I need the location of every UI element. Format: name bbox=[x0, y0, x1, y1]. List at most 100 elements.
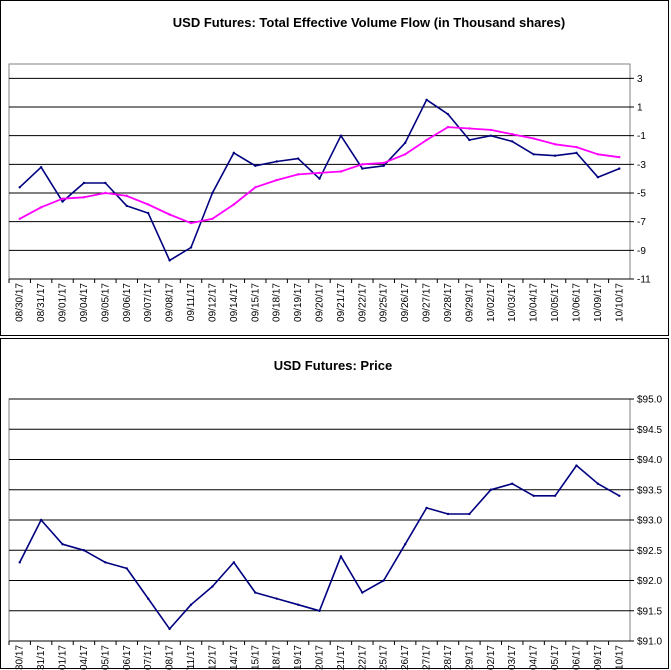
x-tick-label: 10/04/17 bbox=[529, 283, 540, 322]
x-tick-label: 09/28/17 bbox=[443, 645, 454, 670]
data-point bbox=[125, 194, 128, 198]
data-point bbox=[18, 217, 21, 220]
y-tick-label: -5 bbox=[637, 189, 646, 200]
x-tick-label: 08/31/17 bbox=[36, 283, 47, 322]
x-tick-label: 09/27/17 bbox=[422, 283, 433, 322]
data-point bbox=[596, 153, 600, 156]
data-point bbox=[275, 160, 278, 163]
volume-flow-chart: USD Futures: Total Effective Volume Flow… bbox=[8, 15, 651, 322]
x-tick-label: 10/09/17 bbox=[593, 645, 604, 670]
x-tick-label: 09/07/17 bbox=[143, 283, 154, 322]
x-tick-label: 09/06/17 bbox=[122, 645, 133, 670]
data-point bbox=[211, 585, 214, 588]
price-chart-panel: USD Futures: Price $95.0 $94.5 $94.0 $93.5 $9… bbox=[0, 338, 669, 670]
data-point bbox=[575, 464, 578, 467]
y-tick-label: $95.0 bbox=[637, 395, 662, 406]
data-point bbox=[168, 213, 171, 216]
x-tick-label: 09/12/17 bbox=[207, 645, 218, 670]
data-point bbox=[82, 196, 86, 199]
data-point bbox=[61, 197, 64, 200]
data-point bbox=[382, 161, 385, 165]
x-tick-label: 09/20/17 bbox=[315, 283, 326, 322]
x-tick-label: 08/31/17 bbox=[36, 645, 47, 670]
x-tick-label: 09/26/17 bbox=[400, 283, 411, 322]
data-point bbox=[403, 141, 407, 145]
data-point bbox=[296, 173, 300, 176]
data-point bbox=[553, 494, 557, 497]
x-tick-label: 09/01/17 bbox=[58, 283, 69, 322]
x-tick-label: 09/08/17 bbox=[165, 645, 176, 670]
data-point bbox=[339, 555, 343, 558]
price-chart: USD Futures: Price $95.0 $94.5 $94.0 $93.5 $9… bbox=[8, 358, 662, 670]
data-point bbox=[189, 603, 193, 606]
x-tick-label: 09/06/17 bbox=[122, 283, 133, 322]
x-tick-label: 09/29/17 bbox=[464, 645, 475, 670]
data-point bbox=[318, 177, 321, 180]
data-point bbox=[232, 151, 236, 155]
x-tick-label: 09/26/17 bbox=[400, 645, 411, 670]
y-tick-label: -11 bbox=[637, 275, 651, 286]
x-tick-label: 10/03/17 bbox=[507, 283, 518, 322]
x-tick-label: 10/03/17 bbox=[507, 645, 518, 670]
data-point bbox=[532, 153, 535, 156]
data-point bbox=[511, 140, 514, 143]
data-point bbox=[168, 259, 171, 262]
y-tick-label: $91.5 bbox=[637, 606, 662, 617]
data-point bbox=[125, 567, 128, 570]
x-tick-label: 09/04/17 bbox=[79, 645, 90, 670]
y-tick-label: $94.5 bbox=[637, 425, 662, 436]
data-point bbox=[575, 151, 578, 155]
y-tick-label: $93.5 bbox=[637, 485, 662, 496]
data-point bbox=[468, 512, 471, 516]
data-point bbox=[425, 506, 428, 510]
x-tick-label: 09/14/17 bbox=[229, 645, 240, 670]
x-tick-label: 09/01/17 bbox=[58, 645, 69, 670]
x-tick-label: 10/10/17 bbox=[614, 283, 625, 322]
data-point bbox=[403, 153, 407, 156]
data-point bbox=[296, 603, 300, 606]
x-tick-label: 10/06/17 bbox=[571, 645, 582, 670]
y-tick-label: 3 bbox=[637, 74, 643, 85]
data-point bbox=[146, 203, 150, 206]
y-tick-label: $93.0 bbox=[637, 516, 662, 527]
y-tick-label: -7 bbox=[637, 217, 646, 228]
data-point bbox=[553, 143, 557, 146]
data-point bbox=[318, 171, 321, 175]
data-point bbox=[61, 543, 64, 546]
data-point bbox=[489, 488, 493, 491]
data-point bbox=[425, 138, 428, 142]
data-point bbox=[211, 217, 214, 220]
x-tick-label: 09/28/17 bbox=[443, 283, 454, 322]
chart-title: USD Futures: Price bbox=[274, 358, 392, 373]
x-tick-label: 09/25/17 bbox=[379, 283, 390, 322]
data-point bbox=[189, 221, 193, 225]
y-tick-label: -1 bbox=[637, 131, 646, 142]
x-tick-label: 09/08/17 bbox=[165, 283, 176, 322]
data-point bbox=[382, 164, 385, 167]
data-point bbox=[339, 170, 343, 173]
x-tick-label: 09/22/17 bbox=[357, 645, 368, 670]
x-tick-label: 10/05/17 bbox=[550, 283, 561, 322]
x-tick-label: 09/07/17 bbox=[143, 645, 154, 670]
data-point bbox=[61, 200, 64, 203]
y-tick-label: $91.0 bbox=[637, 637, 662, 648]
data-point bbox=[575, 145, 578, 149]
data-point bbox=[39, 166, 43, 169]
x-tick-label: 09/15/17 bbox=[250, 283, 261, 322]
x-tick-label: 09/21/17 bbox=[336, 283, 347, 322]
data-point bbox=[39, 206, 43, 209]
x-tick-label: 10/10/17 bbox=[614, 645, 625, 670]
data-point bbox=[489, 134, 493, 137]
x-tick-label: 09/21/17 bbox=[336, 645, 347, 670]
data-point bbox=[361, 591, 364, 594]
x-tick-label: 09/05/17 bbox=[100, 645, 111, 670]
plot-area bbox=[8, 63, 631, 280]
x-tick-label: 10/04/17 bbox=[529, 645, 540, 670]
data-point bbox=[296, 157, 300, 160]
data-point bbox=[511, 133, 514, 136]
data-point bbox=[18, 186, 21, 189]
x-tick-label: 09/19/17 bbox=[293, 645, 304, 670]
data-point bbox=[446, 125, 450, 129]
data-point bbox=[489, 128, 493, 132]
x-tick-label: 09/12/17 bbox=[207, 283, 218, 322]
